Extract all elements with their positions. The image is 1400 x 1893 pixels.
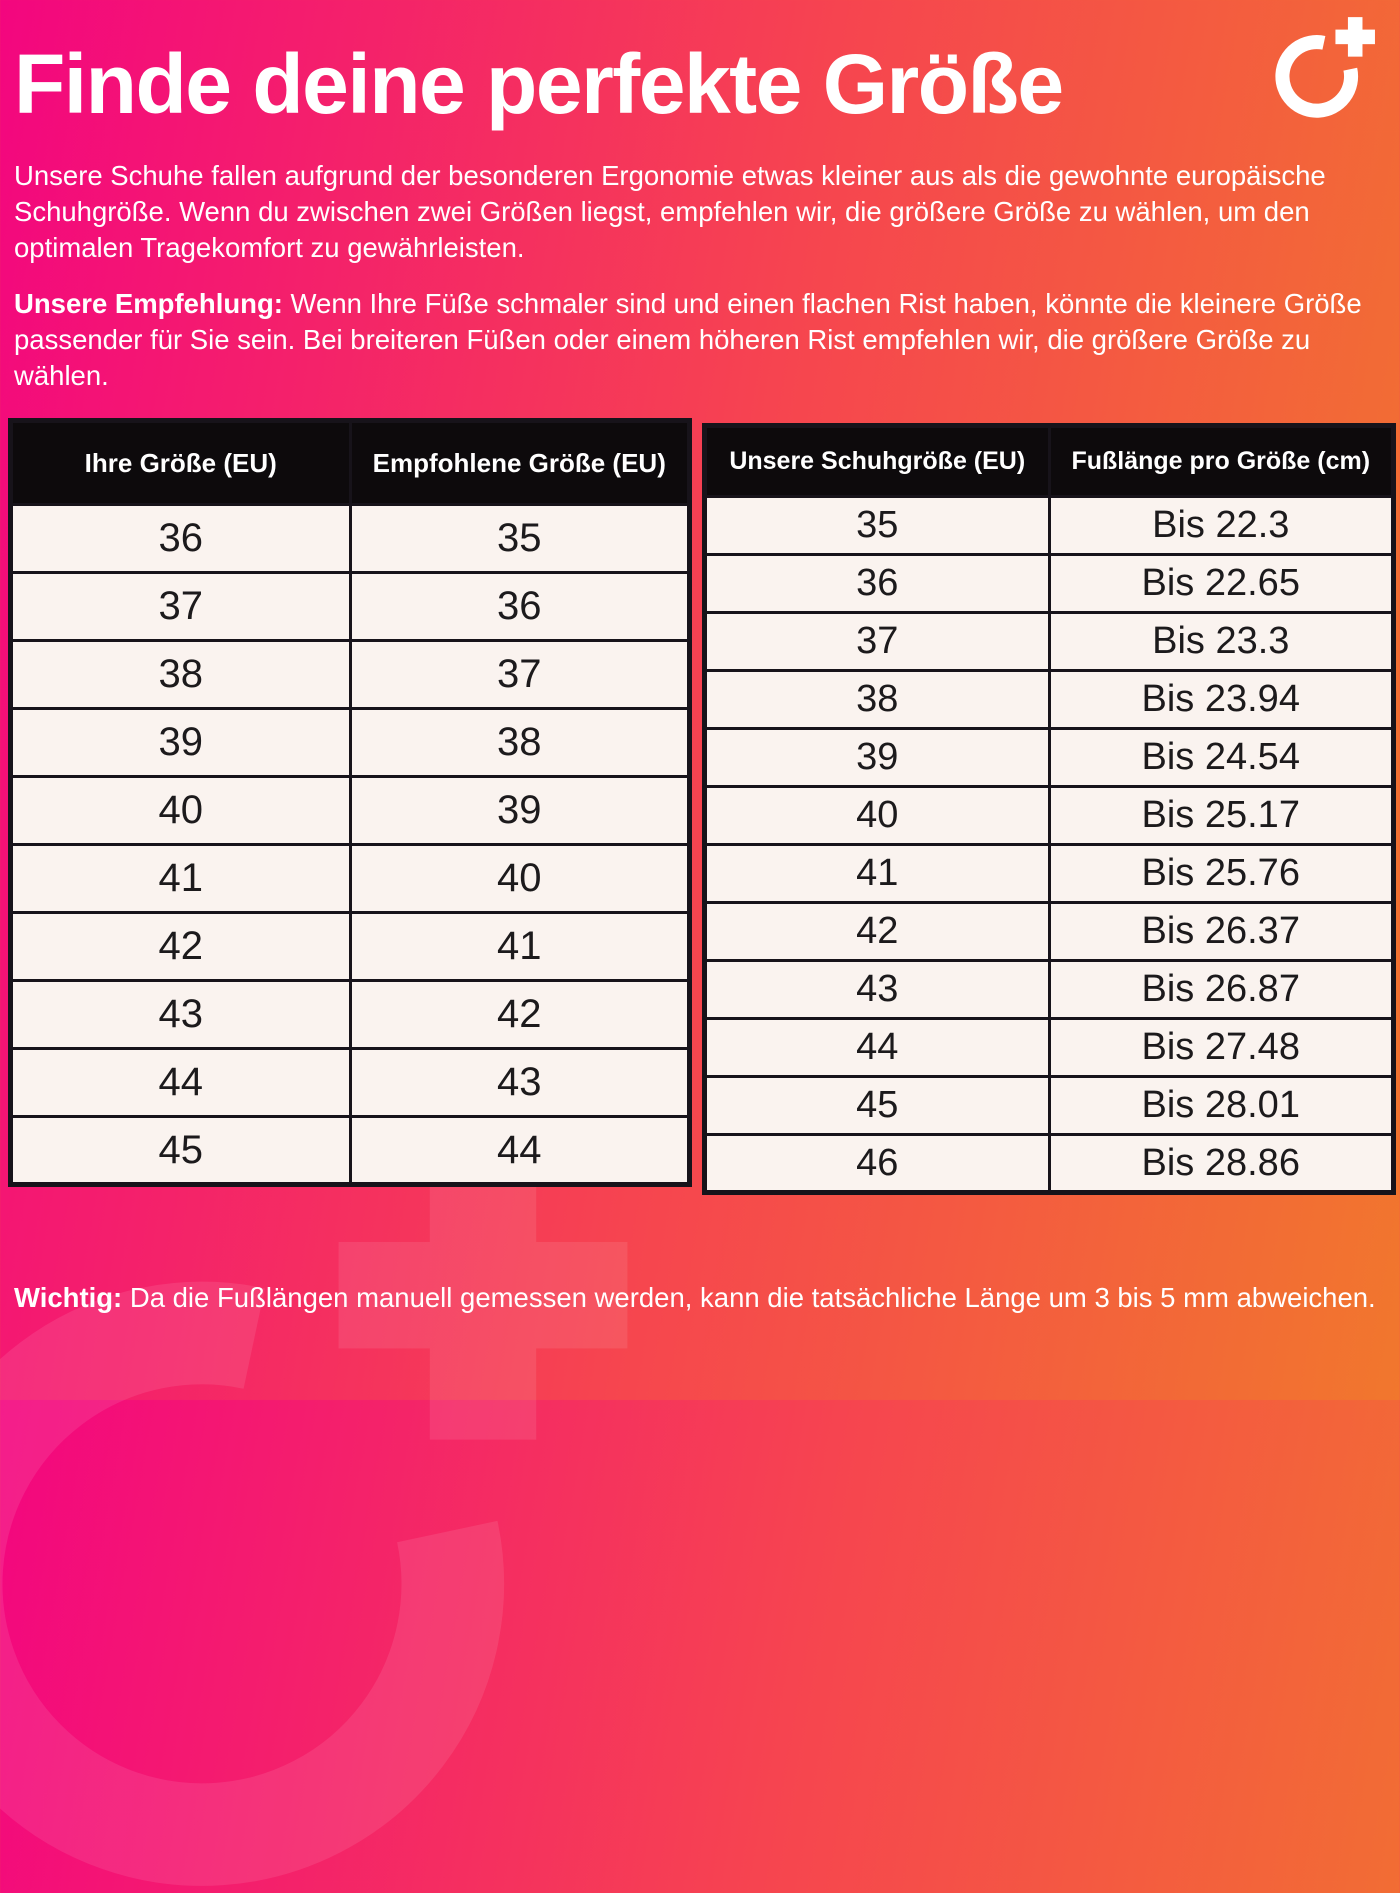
table-row: 45 44 <box>9 1115 691 1186</box>
size-conversion-table: Ihre Größe (EU) Empfohlene Größe (EU) 36… <box>8 418 692 1187</box>
your-size-cell: 41 <box>9 843 352 914</box>
foot-length-cell: Bis 26.37 <box>1047 901 1395 962</box>
table-row: 44 43 <box>9 1047 691 1118</box>
recommended-size-cell: 40 <box>348 843 691 914</box>
table-row: 42 41 <box>9 911 691 982</box>
column-header-foot-length: Fußlänge pro Größe (cm) <box>1047 424 1395 498</box>
your-size-cell: 45 <box>9 1115 352 1186</box>
shoe-size-cell: 44 <box>703 1017 1051 1078</box>
shoe-size-cell: 37 <box>703 611 1051 672</box>
your-size-cell: 38 <box>9 639 352 710</box>
length-table-header: Unsere Schuhgröße (EU) Fußlänge pro Größ… <box>703 424 1395 498</box>
note-label: Wichtig: <box>14 1282 123 1313</box>
table-row: 36 Bis 22.65 <box>703 553 1395 614</box>
shoe-size-cell: 41 <box>703 843 1051 904</box>
recommended-size-cell: 43 <box>348 1047 691 1118</box>
recommended-size-cell: 39 <box>348 775 691 846</box>
recommended-size-cell: 38 <box>348 707 691 778</box>
table-row: 46 Bis 28.86 <box>703 1133 1395 1194</box>
page-title: Finde deine perfekte Größe <box>14 37 1064 131</box>
size-table-body: 36 35 37 36 38 37 39 38 40 39 41 40 42 4… <box>9 503 691 1186</box>
foot-length-cell: Bis 22.65 <box>1047 553 1395 614</box>
foot-length-cell: Bis 23.94 <box>1047 669 1395 730</box>
recommended-size-cell: 37 <box>348 639 691 710</box>
your-size-cell: 39 <box>9 707 352 778</box>
shoe-size-cell: 45 <box>703 1075 1051 1136</box>
table-row: 35 Bis 22.3 <box>703 495 1395 556</box>
table-row: 37 36 <box>9 571 691 642</box>
recommendation-label: Unsere Empfehlung: <box>14 288 283 319</box>
note-body: Da die Fußlängen manuell gemessen werden… <box>122 1282 1376 1313</box>
foot-length-table: Unsere Schuhgröße (EU) Fußlänge pro Größ… <box>702 423 1396 1195</box>
foot-length-cell: Bis 27.48 <box>1047 1017 1395 1078</box>
foot-length-cell: Bis 24.54 <box>1047 727 1395 788</box>
foot-length-cell: Bis 23.3 <box>1047 611 1395 672</box>
column-header-your-size: Ihre Größe (EU) <box>9 419 352 506</box>
shoe-size-cell: 38 <box>703 669 1051 730</box>
foot-length-cell: Bis 26.87 <box>1047 959 1395 1020</box>
table-row: 36 35 <box>9 503 691 574</box>
shoe-size-cell: 39 <box>703 727 1051 788</box>
recommendation-body: Wenn Ihre Füße schmaler sind und einen f… <box>14 288 1362 391</box>
table-row: 41 40 <box>9 843 691 914</box>
shoe-size-cell: 40 <box>703 785 1051 846</box>
table-row: 44 Bis 27.48 <box>703 1017 1395 1078</box>
table-row: 39 38 <box>9 707 691 778</box>
length-table-body: 35 Bis 22.3 36 Bis 22.65 37 Bis 23.3 38 … <box>703 495 1395 1194</box>
foot-length-cell: Bis 25.17 <box>1047 785 1395 846</box>
brand-logo <box>1272 14 1376 118</box>
table-row: 43 42 <box>9 979 691 1050</box>
shoe-size-cell: 36 <box>703 553 1051 614</box>
your-size-cell: 43 <box>9 979 352 1050</box>
foot-length-cell: Bis 22.3 <box>1047 495 1395 556</box>
table-row: 45 Bis 28.01 <box>703 1075 1395 1136</box>
circle-plus-icon <box>1275 17 1375 118</box>
recommendation-text: Unsere Empfehlung: Wenn Ihre Füße schmal… <box>14 286 1392 393</box>
table-row: 43 Bis 26.87 <box>703 959 1395 1020</box>
table-row: 40 Bis 25.17 <box>703 785 1395 846</box>
table-row: 42 Bis 26.37 <box>703 901 1395 962</box>
column-header-shoe-size: Unsere Schuhgröße (EU) <box>703 424 1051 498</box>
shoe-size-cell: 43 <box>703 959 1051 1020</box>
brand-logo-watermark <box>0 1128 635 1888</box>
table-row: 38 37 <box>9 639 691 710</box>
your-size-cell: 44 <box>9 1047 352 1118</box>
table-row: 40 39 <box>9 775 691 846</box>
circle-plus-icon <box>0 1150 628 1886</box>
your-size-cell: 40 <box>9 775 352 846</box>
table-row: 37 Bis 23.3 <box>703 611 1395 672</box>
recommended-size-cell: 42 <box>348 979 691 1050</box>
table-row: 38 Bis 23.94 <box>703 669 1395 730</box>
table-row: 39 Bis 24.54 <box>703 727 1395 788</box>
table-row: 41 Bis 25.76 <box>703 843 1395 904</box>
shoe-size-cell: 35 <box>703 495 1051 556</box>
column-header-recommended-size: Empfohlene Größe (EU) <box>348 419 691 506</box>
note-text: Wichtig: Da die Fußlängen manuell gemess… <box>14 1280 1392 1316</box>
your-size-cell: 42 <box>9 911 352 982</box>
recommended-size-cell: 35 <box>348 503 691 574</box>
foot-length-cell: Bis 25.76 <box>1047 843 1395 904</box>
intro-text: Unsere Schuhe fallen aufgrund der besond… <box>14 160 1326 263</box>
shoe-size-cell: 46 <box>703 1133 1051 1194</box>
your-size-cell: 37 <box>9 571 352 642</box>
recommended-size-cell: 41 <box>348 911 691 982</box>
recommended-size-cell: 36 <box>348 571 691 642</box>
foot-length-cell: Bis 28.86 <box>1047 1133 1395 1194</box>
your-size-cell: 36 <box>9 503 352 574</box>
size-table-header: Ihre Größe (EU) Empfohlene Größe (EU) <box>9 419 691 506</box>
recommended-size-cell: 44 <box>348 1115 691 1186</box>
foot-length-cell: Bis 28.01 <box>1047 1075 1395 1136</box>
shoe-size-cell: 42 <box>703 901 1051 962</box>
